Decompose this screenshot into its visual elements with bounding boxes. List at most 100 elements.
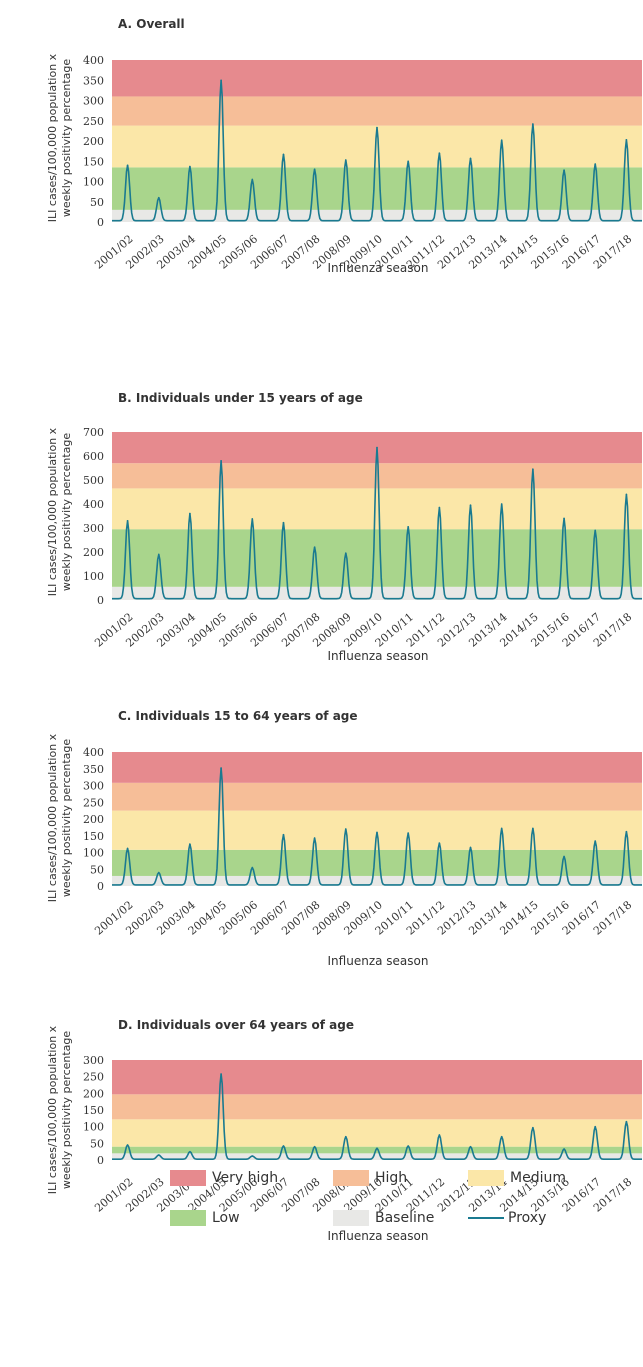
y-tick-label: 50 bbox=[90, 863, 104, 876]
proxy-peak-point bbox=[189, 843, 191, 845]
y-tick-label: 700 bbox=[83, 426, 104, 439]
band-high bbox=[112, 782, 642, 811]
proxy-peak-point bbox=[126, 1144, 129, 1146]
chart-title: A. Overall bbox=[118, 17, 185, 31]
proxy-peak-point bbox=[407, 1145, 409, 1147]
chart-title: B. Individuals under 15 years of age bbox=[118, 391, 363, 405]
proxy-peak-point bbox=[563, 1148, 565, 1150]
proxy-peak-point bbox=[345, 552, 347, 554]
y-tick-label: 100 bbox=[83, 1121, 104, 1134]
x-axis-title: Influenza season bbox=[328, 954, 429, 968]
chart-title: D. Individuals over 64 years of age bbox=[118, 1018, 354, 1032]
proxy-peak-point bbox=[189, 512, 191, 515]
legend-high: High bbox=[333, 1168, 407, 1188]
y-tick-label: 150 bbox=[83, 155, 104, 168]
y-tick-label: 350 bbox=[83, 74, 104, 87]
y-tick-label: 200 bbox=[83, 813, 104, 826]
y-tick-label: 200 bbox=[83, 135, 104, 148]
proxy-peak-point bbox=[500, 503, 503, 505]
band-low bbox=[112, 849, 642, 876]
band-high bbox=[112, 96, 642, 126]
band-low bbox=[112, 167, 642, 210]
y-tick-label: 150 bbox=[83, 1104, 104, 1117]
y-tick-label: 0 bbox=[97, 216, 104, 229]
y-tick-label: 600 bbox=[83, 450, 104, 463]
band-very-high bbox=[112, 752, 642, 783]
legend-label-very-high: Very high bbox=[212, 1170, 279, 1186]
y-tick-label: 250 bbox=[83, 1071, 104, 1084]
y-axis-label: ILI cases/100,000 population xweekly pos… bbox=[46, 1025, 73, 1194]
proxy-peak-point bbox=[500, 1135, 503, 1138]
chart-panel-3: C. Individuals 15 to 64 years of age 0 50 1… bbox=[46, 709, 642, 968]
proxy-peak-point bbox=[469, 157, 472, 160]
proxy-peak-point bbox=[563, 855, 565, 858]
proxy-peak-point bbox=[438, 506, 441, 509]
band-low bbox=[112, 529, 642, 587]
band-baseline bbox=[112, 1153, 642, 1160]
y-tick-label: 250 bbox=[83, 115, 104, 128]
proxy-peak-point bbox=[157, 196, 160, 199]
y-tick-label: 200 bbox=[83, 546, 104, 559]
legend-swatch-high bbox=[333, 1170, 369, 1186]
band-high bbox=[112, 463, 642, 489]
proxy-peak-point bbox=[313, 837, 316, 839]
y-tick-label: 300 bbox=[83, 95, 104, 108]
band-high bbox=[112, 1094, 642, 1120]
proxy-peak-point bbox=[594, 163, 597, 165]
y-tick-label: 400 bbox=[83, 54, 104, 67]
proxy-peak-point bbox=[189, 165, 191, 168]
proxy-peak-point bbox=[563, 517, 565, 520]
proxy-peak-point bbox=[438, 842, 441, 844]
y-tick-label: 300 bbox=[83, 522, 104, 535]
y-tick-label: 400 bbox=[83, 498, 104, 511]
y-tick-label: 250 bbox=[83, 796, 104, 809]
proxy-peak-point bbox=[282, 521, 285, 524]
legend-label-medium: Medium bbox=[510, 1170, 566, 1186]
x-axis-title: Influenza season bbox=[328, 261, 429, 275]
chart-title: C. Individuals 15 to 64 years of age bbox=[118, 709, 358, 723]
proxy-peak-point bbox=[220, 79, 222, 82]
proxy-peak-point bbox=[407, 526, 409, 528]
proxy-peak-point bbox=[251, 178, 254, 181]
proxy-peak-point bbox=[251, 518, 254, 520]
y-tick-label: 500 bbox=[83, 474, 104, 487]
proxy-peak-point bbox=[345, 159, 347, 161]
proxy-peak-point bbox=[532, 468, 534, 471]
proxy-peak-point bbox=[500, 139, 503, 141]
chart-panel-1: A. Overall 0 50 100 150 200 250 300 350 400 ILI ca… bbox=[46, 17, 642, 275]
chart-panel-2: B. Individuals under 15 years of age 0 100… bbox=[46, 391, 642, 663]
proxy-peak-point bbox=[407, 160, 409, 163]
proxy-peak-point bbox=[220, 460, 222, 462]
y-tick-label: 300 bbox=[83, 780, 104, 793]
y-tick-label: 0 bbox=[97, 594, 104, 607]
band-low bbox=[112, 1146, 642, 1154]
y-tick-label: 0 bbox=[97, 1154, 104, 1167]
proxy-peak-point bbox=[407, 832, 409, 834]
y-tick-label: 50 bbox=[90, 1137, 104, 1150]
proxy-peak-point bbox=[282, 833, 285, 836]
y-tick-label: 100 bbox=[83, 847, 104, 860]
proxy-peak-point bbox=[625, 493, 628, 496]
legend-swatch-very-high bbox=[170, 1170, 206, 1186]
proxy-peak-point bbox=[251, 1155, 254, 1157]
y-tick-label: 350 bbox=[83, 763, 104, 776]
legend-swatch-low bbox=[170, 1210, 206, 1226]
band-baseline bbox=[112, 586, 642, 600]
legend-label-baseline: Baseline bbox=[375, 1210, 435, 1226]
x-axis-title: Influenza season bbox=[328, 649, 429, 663]
legend-line-proxy bbox=[468, 1217, 504, 1219]
proxy-peak-point bbox=[157, 1154, 160, 1156]
proxy-peak-point bbox=[532, 827, 534, 830]
band-baseline bbox=[112, 209, 642, 222]
proxy-peak-point bbox=[376, 446, 378, 449]
proxy-peak-point bbox=[532, 123, 534, 125]
y-axis-label: ILI cases/100,000 population xweekly pos… bbox=[46, 53, 73, 222]
legend-swatch-baseline bbox=[333, 1210, 369, 1226]
proxy-peak-point bbox=[345, 1135, 347, 1138]
proxy-peak-point bbox=[625, 138, 628, 141]
x-axis-title: Influenza season bbox=[328, 1229, 429, 1243]
proxy-peak-point bbox=[251, 866, 254, 869]
band-very-high bbox=[112, 60, 642, 97]
proxy-peak-point bbox=[438, 152, 441, 154]
proxy-peak-point bbox=[157, 553, 160, 556]
